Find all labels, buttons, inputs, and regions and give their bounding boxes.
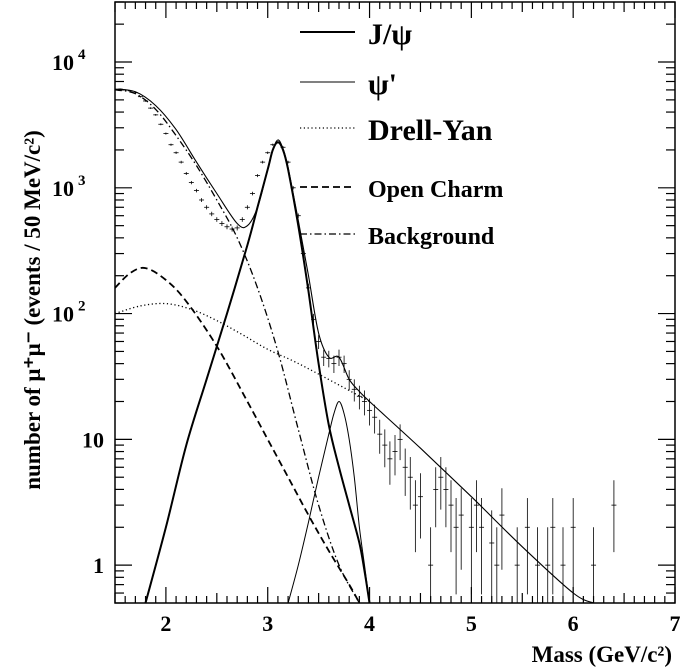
x-tick-label: 3 bbox=[262, 611, 273, 636]
series-open-charm-line bbox=[115, 266, 361, 603]
x-tick-label: 5 bbox=[466, 611, 477, 636]
y-tick-exponent: 3 bbox=[78, 173, 86, 189]
legend-label: Drell-Yan bbox=[368, 114, 493, 147]
x-tick-label: 7 bbox=[670, 611, 680, 636]
legend: J/ψ ψ' Drell-Yan Open Charm Background bbox=[300, 18, 503, 250]
x-tick-label: 2 bbox=[160, 611, 171, 636]
x-axis-title: Mass (GeV/c²) bbox=[532, 642, 672, 667]
y-tick-label: 10 bbox=[52, 50, 74, 75]
legend-label: ψ' bbox=[368, 68, 397, 101]
y-tick-label: 10 bbox=[52, 302, 74, 327]
series--line bbox=[287, 400, 370, 603]
legend-label: Open Charm bbox=[368, 177, 503, 203]
series-drell-yan-line bbox=[115, 302, 370, 403]
legend-label: Background bbox=[368, 224, 495, 250]
y-tick-exponent: 2 bbox=[78, 299, 86, 315]
series-background-line bbox=[115, 89, 360, 603]
series-j-line bbox=[144, 141, 371, 603]
data-points bbox=[117, 88, 617, 603]
y-tick-label: 10 bbox=[52, 176, 74, 201]
series-total-fit-line bbox=[115, 88, 594, 603]
legend-label: J/ψ bbox=[368, 18, 412, 51]
y-tick-label: 1 bbox=[93, 553, 104, 578]
y-tick-exponent: 4 bbox=[78, 47, 86, 63]
x-tick-label: 6 bbox=[568, 611, 579, 636]
y-tick-label: 10 bbox=[82, 427, 104, 452]
axis-ticks bbox=[114, 1, 676, 604]
x-tick-label: 4 bbox=[364, 611, 375, 636]
y-axis-title: number of μ⁺μ⁻ (events / 50 MeV/c²) bbox=[20, 130, 45, 490]
plot-frame bbox=[114, 1, 676, 604]
fit-curves bbox=[115, 88, 594, 603]
